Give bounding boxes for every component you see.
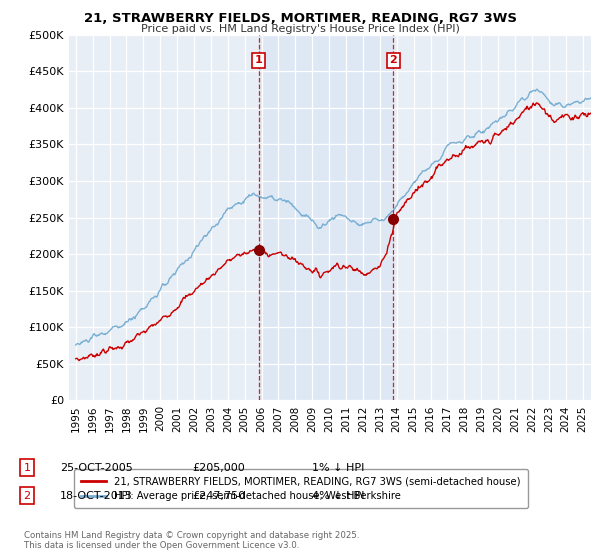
Text: Contains HM Land Registry data © Crown copyright and database right 2025.
This d: Contains HM Land Registry data © Crown c… xyxy=(24,530,359,550)
Text: 25-OCT-2005: 25-OCT-2005 xyxy=(60,463,133,473)
Text: 2: 2 xyxy=(389,55,397,66)
Text: £205,000: £205,000 xyxy=(192,463,245,473)
Text: 1% ↓ HPI: 1% ↓ HPI xyxy=(312,463,364,473)
Text: 1: 1 xyxy=(254,55,262,66)
Text: 4% ↓ HPI: 4% ↓ HPI xyxy=(312,491,365,501)
Text: 1: 1 xyxy=(23,463,31,473)
Text: 2: 2 xyxy=(23,491,31,501)
Text: £247,750: £247,750 xyxy=(192,491,245,501)
Legend: 21, STRAWBERRY FIELDS, MORTIMER, READING, RG7 3WS (semi-detached house), HPI: Av: 21, STRAWBERRY FIELDS, MORTIMER, READING… xyxy=(74,469,527,508)
Text: 18-OCT-2013: 18-OCT-2013 xyxy=(60,491,133,501)
Text: Price paid vs. HM Land Registry's House Price Index (HPI): Price paid vs. HM Land Registry's House … xyxy=(140,24,460,34)
Text: 21, STRAWBERRY FIELDS, MORTIMER, READING, RG7 3WS: 21, STRAWBERRY FIELDS, MORTIMER, READING… xyxy=(83,12,517,25)
Bar xyxy=(259,35,394,400)
